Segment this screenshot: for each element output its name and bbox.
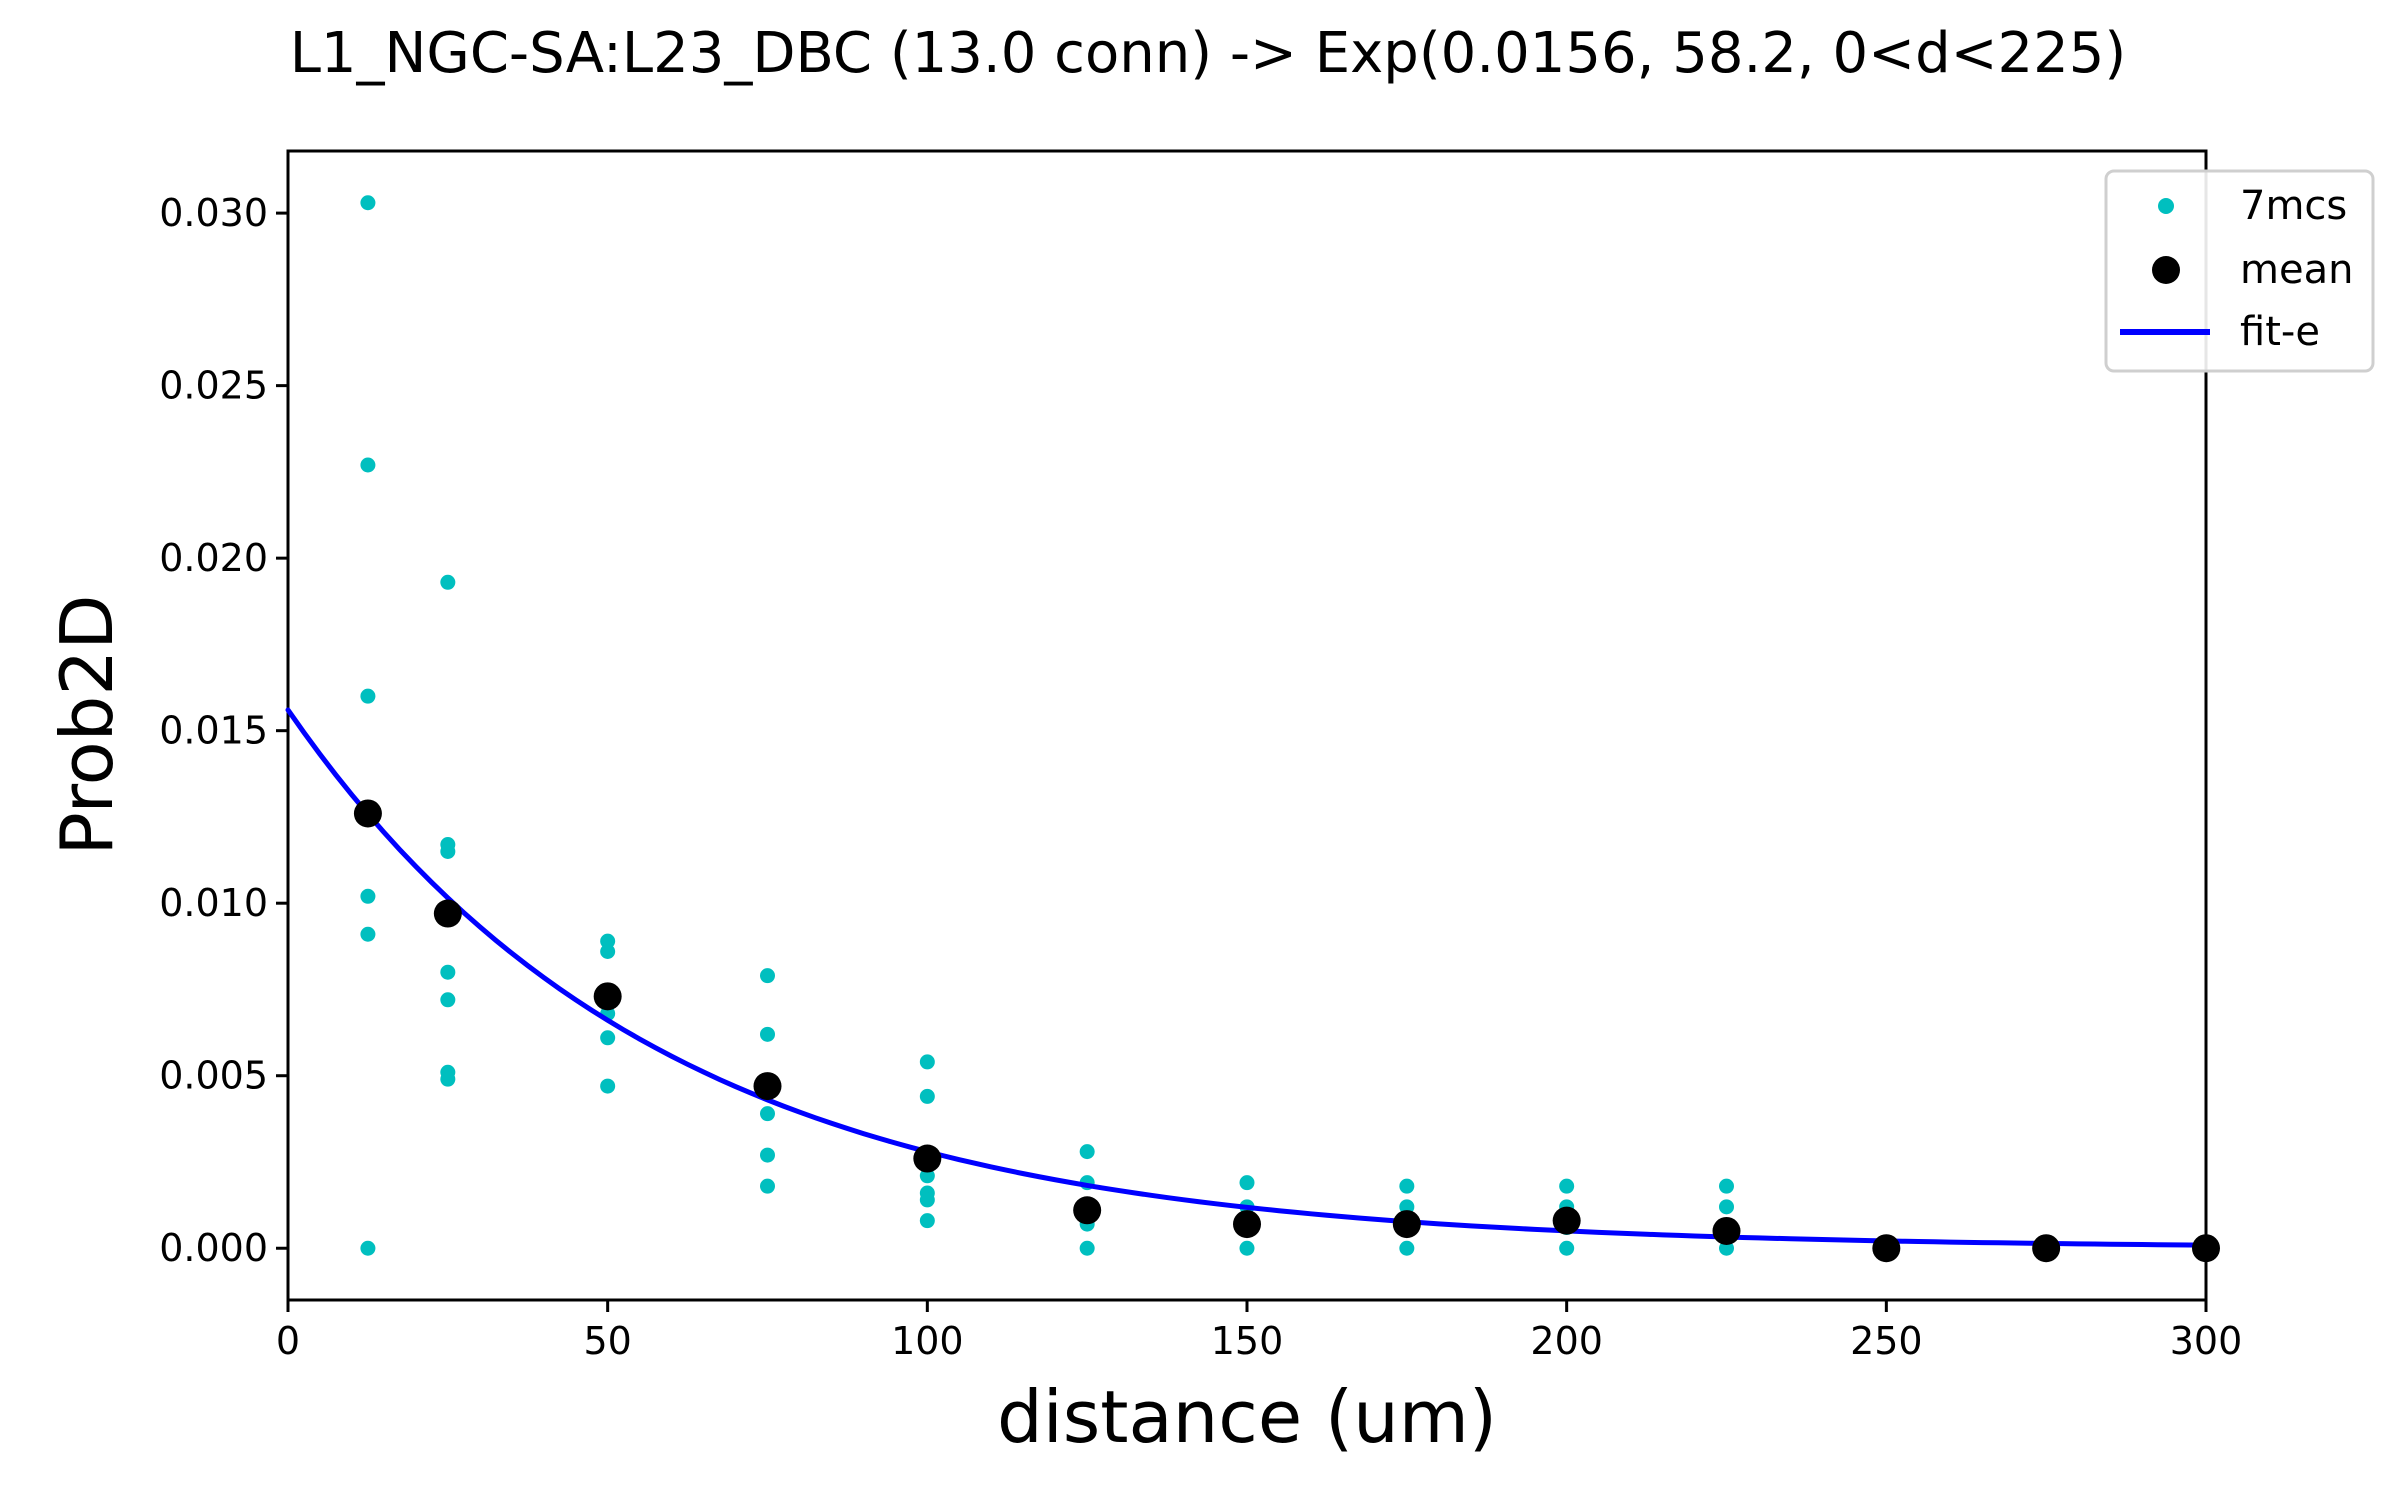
mean-point [1552, 1206, 1581, 1235]
x-axis: 0 50 100 150 200 250 300 [276, 1300, 2242, 1363]
x-tick-label: 0 [276, 1319, 300, 1363]
scatter-point [1399, 1240, 1415, 1256]
y-tick-label: 0.025 [159, 364, 268, 408]
plot-frame [286, 149, 2208, 1302]
x-tick-label: 300 [2170, 1319, 2243, 1363]
y-tick-label: 0.000 [159, 1226, 268, 1270]
scatter-point [760, 1147, 775, 1163]
scatter-point [360, 688, 376, 704]
scatter-point [1399, 1199, 1415, 1215]
plot-area [286, 149, 2208, 1302]
mean-point [913, 1144, 942, 1173]
mean-point [2032, 1234, 2061, 1263]
mean-point [2192, 1234, 2220, 1263]
y-tick-label: 0.005 [159, 1054, 268, 1098]
scatter-point [440, 1071, 456, 1087]
scatter-point [440, 992, 456, 1008]
scatter-point [919, 1213, 935, 1229]
scatter-point [1559, 1178, 1575, 1194]
scatter-point [360, 457, 376, 473]
y-axis: 0.000 0.005 0.010 0.015 0.020 0.025 0.030 [159, 191, 288, 1270]
mean-point [593, 982, 622, 1011]
data-points [360, 195, 1734, 1256]
fit-line [285, 707, 2209, 1248]
scatter-point [1719, 1178, 1734, 1194]
mean-point [1392, 1210, 1421, 1239]
scatter-point [760, 1106, 775, 1122]
scatter-point [600, 933, 616, 949]
legend: 7mcs mean fit-e [2104, 169, 2375, 373]
scatter-point [919, 1088, 935, 1104]
scatter-point [919, 1192, 935, 1208]
y-tick-label: 0.015 [159, 709, 268, 753]
scatter-point [440, 574, 456, 590]
scatter-point [600, 944, 616, 960]
mean-point [753, 1072, 782, 1101]
scatter-point [760, 1178, 775, 1194]
scatter-point [600, 1078, 616, 1094]
scatter-point [1079, 1240, 1095, 1256]
y-axis-label: Prob2D [45, 594, 129, 855]
scatter-point [760, 968, 775, 984]
scatter-point [919, 1168, 935, 1184]
scatter-point [760, 1026, 775, 1042]
fit-line-layer [285, 707, 2209, 1248]
y-tick-label: 0.030 [159, 191, 268, 235]
mean-point [1233, 1210, 1261, 1239]
scatter-point [1239, 1175, 1255, 1191]
mean-point [353, 799, 382, 828]
x-tick-label: 150 [1211, 1319, 1284, 1363]
scatter-point [360, 926, 376, 942]
mean-point [1872, 1234, 1901, 1263]
scatter-point [600, 1030, 616, 1046]
legend-box [2104, 169, 2375, 373]
scatter-point [360, 195, 376, 211]
scatter-point [1719, 1240, 1734, 1256]
scatter-point [1399, 1178, 1415, 1194]
legend-label-7mcs: 7mcs [2240, 183, 2347, 229]
chart-title: L1_NGC-SA:L23_DBC (13.0 conn) -> Exp(0.0… [290, 21, 2127, 86]
scatter-point [1239, 1240, 1255, 1256]
legend-marker-7mcs [2158, 198, 2174, 214]
scatter-point [360, 1240, 376, 1256]
x-tick-label: 50 [583, 1319, 631, 1363]
mean-points [353, 799, 2220, 1263]
mean-point [1073, 1196, 1102, 1225]
y-tick-label: 0.010 [159, 881, 268, 925]
x-tick-label: 250 [1850, 1319, 1923, 1363]
scatter-point [1719, 1199, 1734, 1215]
legend-marker-mean [2152, 256, 2180, 284]
y-tick-label: 0.020 [159, 536, 268, 580]
scatter-point [1079, 1144, 1095, 1160]
scatter-point [1559, 1240, 1575, 1256]
legend-label-fit: fit-e [2240, 309, 2320, 355]
mean-point [1712, 1216, 1741, 1245]
scatter-point [360, 888, 376, 904]
scatter-point [440, 964, 456, 980]
scatter-point [919, 1054, 935, 1070]
legend-label-mean: mean [2240, 247, 2353, 293]
x-axis-label: distance (um) [997, 1375, 1497, 1459]
x-tick-label: 200 [1530, 1319, 1603, 1363]
mean-point [433, 899, 462, 928]
scatter-point [440, 843, 456, 859]
x-tick-label: 100 [891, 1319, 964, 1363]
